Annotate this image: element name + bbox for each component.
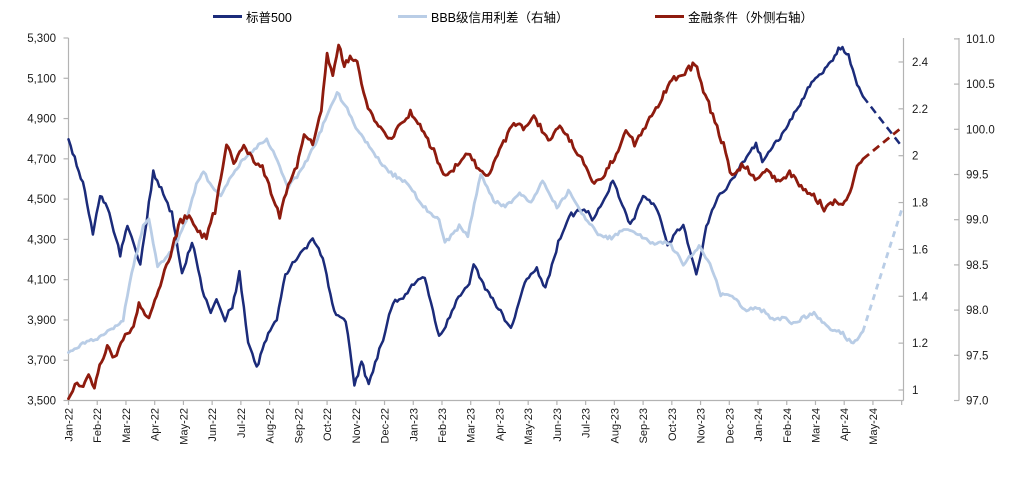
x-tick-label: Oct-22 <box>322 408 334 441</box>
x-tick-label: Nov-23 <box>696 408 708 443</box>
series-bbb-spread-forecast-dashed-line <box>861 209 904 332</box>
left-tick-label: 3,700 <box>27 355 56 367</box>
legend-label-bbb-spread: BBB级信用利差（右轴） <box>431 10 569 25</box>
right-outer-tick-label: 97.5 <box>966 350 988 362</box>
right-outer-tick-label: 100.0 <box>966 124 995 136</box>
legend-label-financial-conditions: 金融条件（外侧右轴） <box>688 10 814 25</box>
right-inner-axis-ticks: 2.4 2.2 2 1.8 1.6 1.4 1.2 1 <box>898 57 929 397</box>
chart-legend: 标普500 BBB级信用利差（右轴） 金融条件（外侧右轴） <box>0 0 1013 30</box>
right-inner-tick-label: 1.6 <box>912 244 928 256</box>
legend-item-sp500: 标普500 <box>213 7 292 25</box>
series-bbb-spread <box>67 91 904 354</box>
x-tick-label: Aug-22 <box>265 408 277 443</box>
x-tick-label: Mar-22 <box>121 408 133 443</box>
x-axis-ticks: Jan-22 Feb-22 Mar-22 Apr-22 May-22 Jun-22 Jul-… <box>64 400 903 445</box>
x-tick-label: Mar-24 <box>810 408 822 443</box>
x-tick-label: Jun-22 <box>207 408 219 442</box>
legend-item-bbb-spread: BBB级信用利差（右轴） <box>398 7 569 25</box>
x-tick-label: Apr-22 <box>150 408 162 441</box>
x-tick-label: Sep-23 <box>638 408 650 443</box>
right-outer-tick-label: 99.5 <box>966 170 988 182</box>
left-tick-label: 3,900 <box>27 315 56 327</box>
x-tick-label: Jul-23 <box>581 408 593 438</box>
series-sp500 <box>67 45 903 387</box>
x-tick-label: Feb-24 <box>782 408 794 443</box>
right-outer-tick-label: 99.0 <box>966 215 988 227</box>
x-tick-label: May-22 <box>178 408 190 445</box>
sp500-line-swatch <box>213 14 242 18</box>
legend-item-financial-conditions: 金融条件（外侧右轴） <box>655 7 813 25</box>
left-tick-label: 5,100 <box>27 73 56 85</box>
right-outer-tick-label: 101.0 <box>966 34 995 46</box>
series-financial-conditions <box>67 43 903 401</box>
left-axis-ticks: 5,300 5,100 4,900 4,700 4,500 4,300 4,100 3,900… <box>27 33 69 408</box>
right-inner-tick-label: 1.8 <box>912 198 928 210</box>
x-tick-label: Jan-24 <box>753 408 765 442</box>
x-tick-label: Jan-22 <box>64 408 76 442</box>
x-tick-label: Oct-23 <box>667 408 679 441</box>
right-inner-tick-label: 2.2 <box>912 104 928 116</box>
left-tick-label: 4,700 <box>27 154 56 166</box>
x-tick-label: Apr-24 <box>839 408 851 441</box>
financial-conditions-line-swatch <box>655 14 684 18</box>
right-inner-tick-label: 1 <box>912 385 918 397</box>
series-financial-conditions-forecast-dashed-line <box>862 126 903 161</box>
series-bbb-spread-line <box>67 91 865 354</box>
right-outer-tick-label: 97.0 <box>966 396 988 408</box>
right-outer-tick-label: 98.0 <box>966 305 988 317</box>
legend-label-sp500: 标普500 <box>246 10 292 25</box>
left-tick-label: 3,500 <box>27 396 56 408</box>
left-tick-label: 4,300 <box>27 234 56 246</box>
x-tick-label: Apr-23 <box>494 408 506 441</box>
x-tick-label: Feb-22 <box>92 408 104 443</box>
right-inner-tick-label: 2 <box>912 151 918 163</box>
left-tick-label: 4,100 <box>27 275 56 287</box>
right-inner-tick-label: 1.2 <box>912 338 928 350</box>
series-financial-conditions-line <box>67 43 865 401</box>
right-outer-tick-label: 100.5 <box>966 79 995 91</box>
x-tick-label: Dec-23 <box>724 408 736 443</box>
x-tick-label: Sep-22 <box>293 408 305 443</box>
x-tick-label: Aug-23 <box>609 408 621 443</box>
right-outer-axis-ticks: 101.0 100.5 100.0 99.5 99.0 98.5 98.0 97.5 97.0 <box>954 34 995 408</box>
left-tick-label: 4,900 <box>27 114 56 126</box>
right-inner-tick-label: 2.4 <box>912 57 929 69</box>
x-tick-label: May-24 <box>868 408 880 445</box>
x-tick-label: Dec-22 <box>380 408 392 443</box>
x-tick-label: Mar-23 <box>466 408 478 443</box>
right-inner-tick-label: 1.4 <box>912 291 929 303</box>
right-outer-tick-label: 98.5 <box>966 260 988 272</box>
x-tick-label: May-23 <box>523 408 535 445</box>
x-tick-label: Nov-22 <box>351 408 363 443</box>
x-tick-label: Jul-22 <box>236 408 248 438</box>
x-tick-label: Feb-23 <box>437 408 449 443</box>
x-tick-label: Jan-23 <box>408 408 420 442</box>
series-sp500-forecast-dashed-line <box>861 95 903 148</box>
bbb-spread-line-swatch <box>398 14 427 18</box>
left-tick-label: 5,300 <box>27 33 56 45</box>
left-tick-label: 4,500 <box>27 194 56 206</box>
series-sp500-line <box>67 45 865 387</box>
x-tick-label: Jun-23 <box>552 408 564 442</box>
